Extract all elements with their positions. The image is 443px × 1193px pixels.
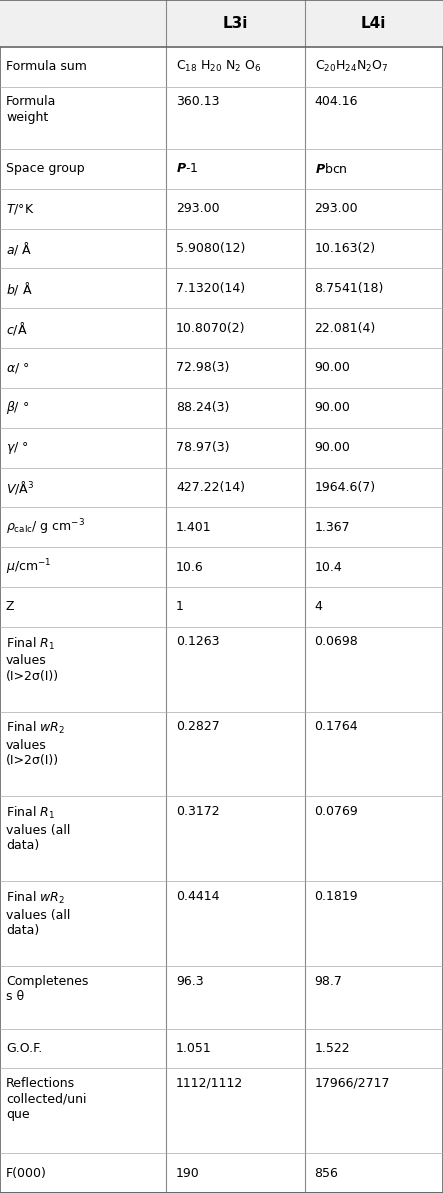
Text: 404.16: 404.16 [315,95,358,109]
Text: 1112/1112: 1112/1112 [176,1077,243,1090]
Text: 10.8070(2): 10.8070(2) [176,322,245,334]
Text: 427.22(14): 427.22(14) [176,481,245,494]
Text: 360.13: 360.13 [176,95,220,109]
Text: $\rho_{\mathrm{calc}}$/ g cm$^{-3}$: $\rho_{\mathrm{calc}}$/ g cm$^{-3}$ [6,518,85,537]
Text: 1.401: 1.401 [176,520,212,533]
Text: Z: Z [6,600,15,613]
Text: $c$/Å: $c$/Å [6,320,27,336]
Text: L4i: L4i [361,16,386,31]
Text: Final $R_1$
values (all
data): Final $R_1$ values (all data) [6,805,70,852]
Text: 0.0698: 0.0698 [315,636,358,649]
Text: 78.97(3): 78.97(3) [176,441,229,455]
Text: 0.3172: 0.3172 [176,805,220,818]
Text: C$_{18}$ H$_{20}$ N$_2$ O$_6$: C$_{18}$ H$_{20}$ N$_2$ O$_6$ [176,60,262,74]
Text: 10.4: 10.4 [315,561,342,574]
Text: 22.081(4): 22.081(4) [315,322,376,334]
Text: Completenes
s θ: Completenes s θ [6,975,88,1003]
Text: 10.163(2): 10.163(2) [315,242,376,255]
Text: 7.1320(14): 7.1320(14) [176,282,245,295]
Text: 293.00: 293.00 [315,202,358,215]
Text: 0.1819: 0.1819 [315,890,358,903]
Text: 293.00: 293.00 [176,202,220,215]
Text: 856: 856 [315,1167,338,1180]
Text: G.O.F.: G.O.F. [6,1041,42,1055]
Text: 0.0769: 0.0769 [315,805,358,818]
Text: 90.00: 90.00 [315,361,350,375]
Text: Final $wR_2$
values (all
data): Final $wR_2$ values (all data) [6,890,70,937]
Text: $a$/ Å: $a$/ Å [6,240,32,256]
Text: $\alpha$/ °: $\alpha$/ ° [6,361,30,375]
Text: 17966/2717: 17966/2717 [315,1077,390,1090]
Text: L3i: L3i [223,16,248,31]
Text: F(000): F(000) [6,1167,47,1180]
Text: 5.9080(12): 5.9080(12) [176,242,245,255]
Text: 90.00: 90.00 [315,441,350,455]
Text: 0.1764: 0.1764 [315,721,358,734]
Text: $\boldsymbol{P}$-1: $\boldsymbol{P}$-1 [176,162,198,175]
Text: Formula
weight: Formula weight [6,95,56,124]
Bar [0,0,443,47]
Text: 98.7: 98.7 [315,975,342,988]
Text: 1: 1 [176,600,184,613]
Text: 4: 4 [315,600,323,613]
Text: $V$/Å$^3$: $V$/Å$^3$ [6,478,34,496]
Text: $T$/°K: $T$/°K [6,202,35,216]
Text: Final $wR_2$
values
(I>2σ(I)): Final $wR_2$ values (I>2σ(I)) [6,721,65,767]
Text: 90.00: 90.00 [315,401,350,414]
Text: 0.1263: 0.1263 [176,636,220,649]
Text: 0.2827: 0.2827 [176,721,220,734]
Text: 96.3: 96.3 [176,975,204,988]
Text: 10.6: 10.6 [176,561,204,574]
Text: Reflections
collected/uni
que: Reflections collected/uni que [6,1077,86,1121]
Text: 8.7541(18): 8.7541(18) [315,282,384,295]
Text: 1.051: 1.051 [176,1041,212,1055]
Text: $\beta$/ °: $\beta$/ ° [6,400,29,416]
Text: Final $R_1$
values
(I>2σ(I)): Final $R_1$ values (I>2σ(I)) [6,636,59,682]
Text: Formula sum: Formula sum [6,60,87,73]
Text: $\boldsymbol{P}$bcn: $\boldsymbol{P}$bcn [315,162,347,175]
Text: 1.367: 1.367 [315,520,350,533]
Text: 88.24(3): 88.24(3) [176,401,229,414]
Text: 72.98(3): 72.98(3) [176,361,229,375]
Text: $\mu$/cm$^{-1}$: $\mu$/cm$^{-1}$ [6,557,51,577]
Text: 190: 190 [176,1167,200,1180]
Text: $\gamma$/ °: $\gamma$/ ° [6,439,29,456]
Text: C$_{20}$H$_{24}$N$_2$O$_7$: C$_{20}$H$_{24}$N$_2$O$_7$ [315,60,388,74]
Text: 0.4414: 0.4414 [176,890,220,903]
Text: 1.522: 1.522 [315,1041,350,1055]
Text: $b$/ Å: $b$/ Å [6,280,33,297]
Text: Space group: Space group [6,162,85,175]
Text: 1964.6(7): 1964.6(7) [315,481,376,494]
